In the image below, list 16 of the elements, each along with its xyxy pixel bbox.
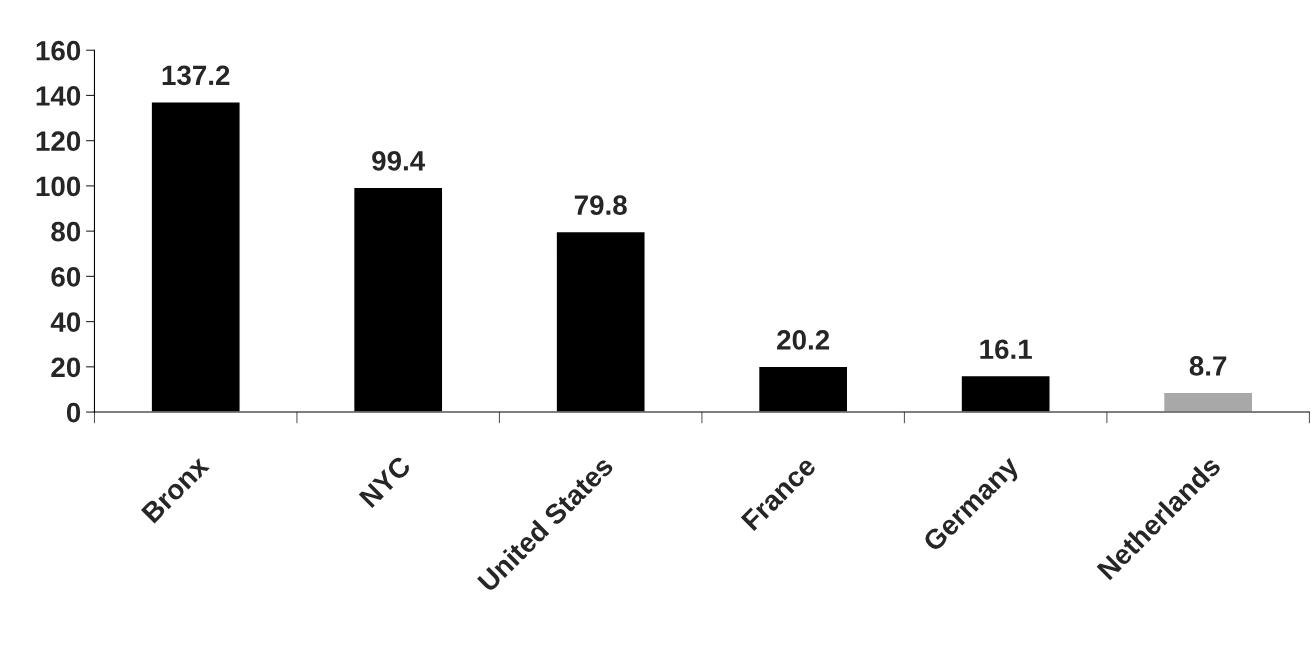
y-tick-label: 20: [51, 357, 81, 378]
y-tick-label: 60: [51, 267, 81, 287]
y-tick-label: 100: [36, 176, 81, 197]
data-label: 79.8: [574, 195, 627, 215]
y-tick-label: 80: [51, 221, 81, 242]
y-tick-label: 120: [36, 131, 81, 152]
y-tick-label: 140: [36, 86, 81, 106]
y-tick-label: 40: [50, 312, 81, 332]
data-label: 99.4: [372, 150, 426, 171]
bar: [1162, 391, 1254, 413]
data-label: 8.7: [1189, 356, 1227, 376]
y-tick-label: 0: [66, 402, 81, 423]
data-label: 20.2: [777, 330, 830, 350]
y-tick-label: 160: [36, 40, 81, 61]
data-label: 16.1: [980, 339, 1032, 360]
data-label: 137.2: [162, 65, 230, 86]
